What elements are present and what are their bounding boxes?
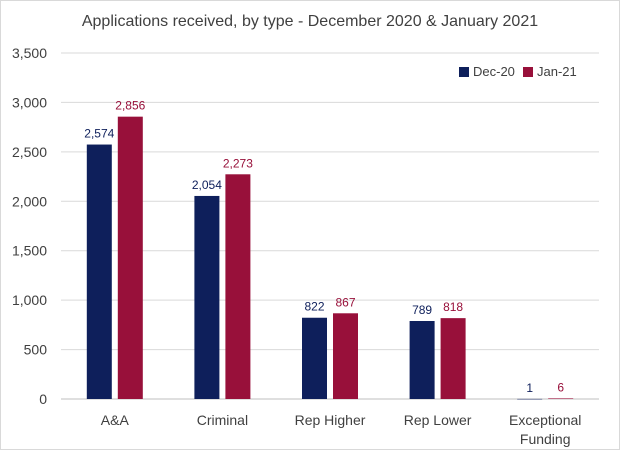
x-tick-label: Rep Higher — [295, 412, 366, 428]
data-label: 2,574 — [84, 127, 114, 141]
y-tick-label: 3,000 — [12, 94, 47, 110]
x-axis-ticks: A&A Criminal Rep Higher Rep Lower Exceptiona… — [101, 412, 582, 447]
bar-jan-21 — [225, 174, 251, 399]
x-tick-label: Funding — [520, 431, 571, 447]
gridlines — [61, 52, 599, 400]
data-label: 789 — [412, 303, 432, 317]
chart-title: Applications received, by type - Decembe… — [82, 13, 538, 30]
bar-dec-20 — [517, 398, 543, 400]
legend-label: Dec-20 — [473, 64, 515, 79]
data-label: 818 — [443, 300, 463, 314]
y-tick-label: 1,500 — [12, 243, 47, 259]
bar-jan-21 — [548, 398, 574, 399]
bar-jan-21 — [117, 116, 143, 399]
legend: Dec-20 Jan-21 — [459, 64, 577, 79]
y-tick-label: 2,000 — [12, 193, 47, 209]
bar-dec-20 — [409, 321, 435, 399]
x-tick-label: Exceptional — [509, 412, 581, 428]
bar-jan-21 — [440, 318, 466, 399]
legend-swatch — [459, 67, 469, 77]
data-label: 2,856 — [115, 99, 145, 113]
y-axis-ticks: 0 500 1,000 1,500 2,000 2,500 3,000 3,500 — [12, 45, 47, 407]
data-label: 1 — [526, 381, 533, 395]
bar-jan-21 — [333, 313, 358, 399]
bar-dec-20 — [194, 195, 220, 399]
x-tick-label: A&A — [101, 412, 130, 428]
y-tick-label: 3,500 — [12, 45, 47, 61]
legend-label: Jan-21 — [537, 64, 577, 79]
data-label: 6 — [557, 380, 564, 394]
y-tick-label: 500 — [24, 342, 48, 358]
y-tick-label: 1,000 — [12, 292, 47, 308]
data-label: 2,054 — [192, 178, 222, 192]
y-tick-label: 2,500 — [12, 144, 47, 160]
bar-dec-20 — [302, 317, 327, 399]
data-label: 867 — [335, 295, 355, 309]
y-tick-label: 0 — [39, 391, 47, 407]
data-label: 822 — [304, 300, 324, 314]
bars — [86, 116, 574, 400]
data-label: 2,273 — [223, 156, 253, 170]
bar-dec-20 — [86, 144, 112, 399]
legend-swatch — [523, 67, 533, 77]
x-tick-label: Rep Lower — [404, 412, 472, 428]
x-tick-label: Criminal — [197, 412, 248, 428]
